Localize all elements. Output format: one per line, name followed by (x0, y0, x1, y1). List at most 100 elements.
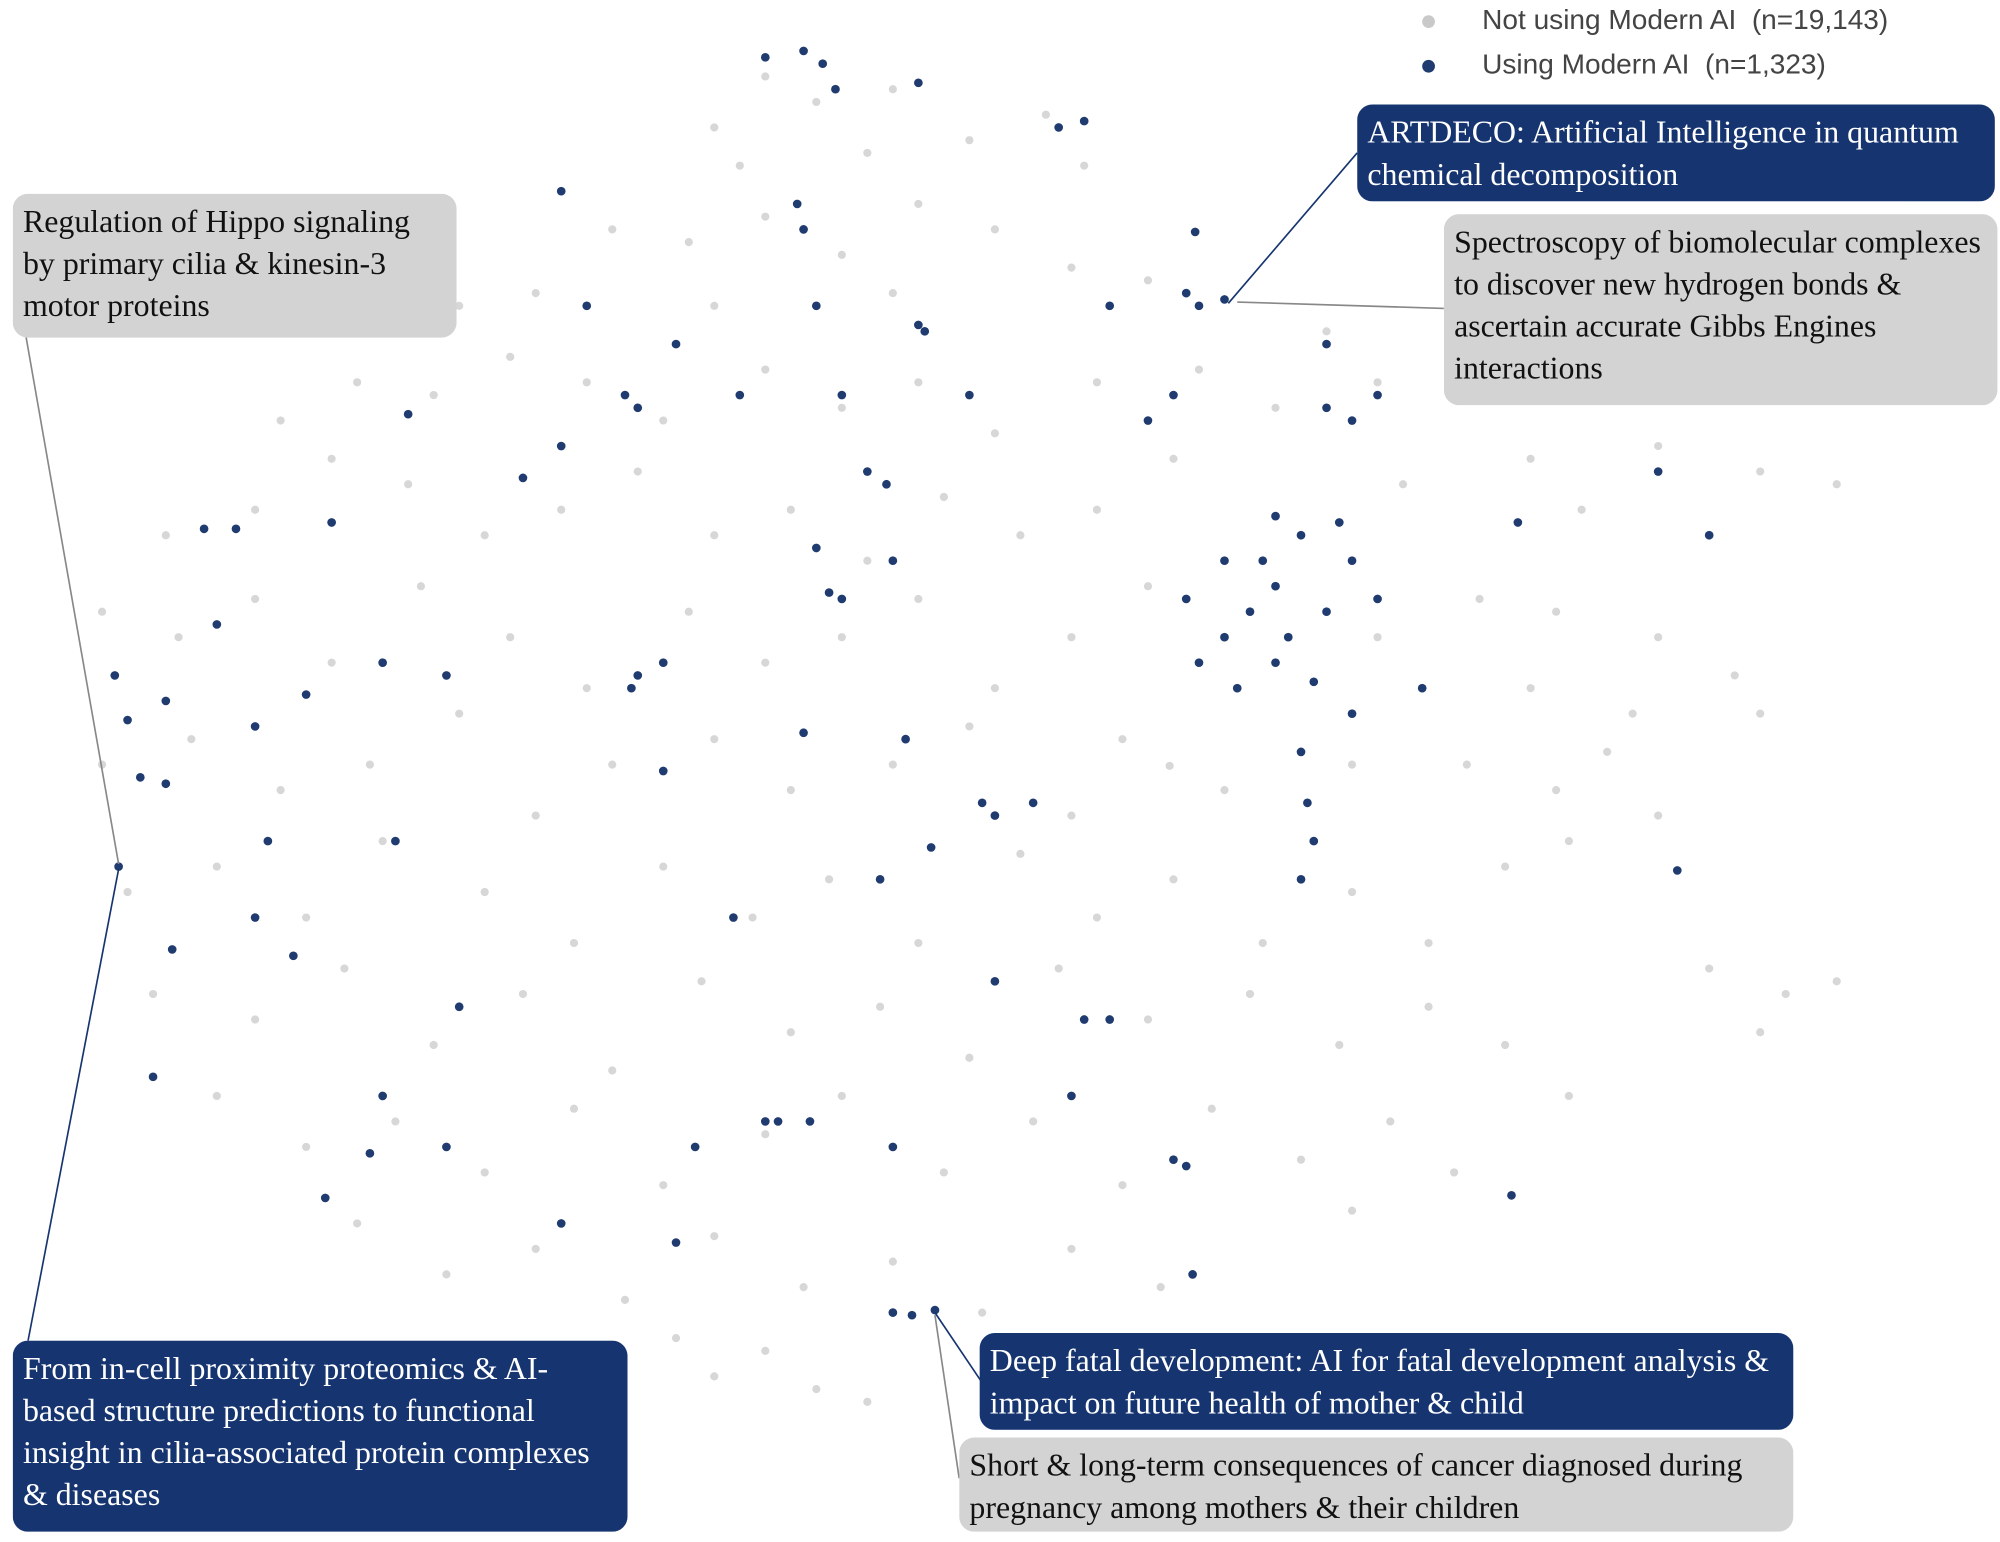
point-blue (250, 722, 260, 731)
point-gray (990, 225, 999, 234)
point-gray (888, 289, 897, 298)
point-gray (557, 505, 566, 514)
point-gray (1067, 633, 1076, 642)
point-gray (1165, 761, 1174, 770)
point-blue (556, 1219, 566, 1228)
point-gray (888, 1257, 897, 1266)
point-gray (327, 454, 336, 463)
point-blue (378, 1091, 387, 1101)
point-gray (1501, 1040, 1510, 1050)
point-gray (1756, 709, 1765, 718)
point-blue (882, 479, 891, 489)
point-blue (1271, 658, 1280, 668)
point-gray (569, 938, 579, 948)
point-gray (1118, 735, 1127, 744)
point-gray (416, 582, 425, 591)
point-blue (1334, 518, 1344, 527)
point-blue (799, 225, 808, 234)
point-gray (786, 786, 795, 795)
point-blue (627, 683, 636, 693)
point-blue (1169, 1155, 1178, 1165)
point-blue (320, 1193, 330, 1203)
point-blue (1283, 632, 1293, 642)
point-blue (1271, 511, 1280, 521)
point-blue (965, 390, 974, 400)
point-blue (914, 78, 923, 88)
point-blue (263, 836, 273, 846)
point-blue (920, 327, 930, 336)
leader-line (934, 1312, 983, 1384)
leader-line (934, 1315, 961, 1479)
leader-line (27, 868, 120, 1341)
point-gray (531, 1244, 540, 1253)
annotation-box: Deep fatal development: AI for fatal dev… (979, 1333, 1794, 1430)
point-blue (1079, 1015, 1089, 1024)
point-blue (799, 46, 808, 56)
point-blue (1054, 123, 1064, 132)
point-gray (1054, 964, 1063, 973)
point-gray (748, 913, 757, 922)
point-gray (1041, 110, 1050, 119)
point-blue (1143, 416, 1153, 425)
point-gray (1156, 1283, 1165, 1292)
point-gray (1296, 1155, 1306, 1164)
point-gray (1654, 811, 1663, 820)
point-gray (761, 1346, 770, 1355)
point-gray (1386, 1117, 1395, 1126)
point-gray (671, 1334, 681, 1343)
point-gray (1092, 913, 1102, 922)
point-gray (965, 136, 974, 145)
point-blue (658, 766, 668, 776)
point-blue (875, 874, 885, 884)
point-gray (378, 837, 387, 846)
point-gray (353, 378, 362, 387)
legend-label: Not using Modern AI (n=19,143) (1482, 4, 1888, 35)
point-blue (1309, 836, 1319, 846)
point-blue (1322, 607, 1331, 617)
point-gray (531, 289, 540, 298)
point-blue (792, 199, 802, 209)
point-gray (1092, 505, 1102, 514)
point-gray (1169, 875, 1178, 884)
point-blue (914, 320, 923, 330)
point-gray (148, 989, 158, 999)
point-gray (1373, 633, 1382, 642)
point-gray (1552, 786, 1561, 795)
point-gray (276, 416, 285, 425)
point-gray (990, 429, 999, 438)
point-blue (901, 734, 910, 744)
point-gray (480, 1168, 489, 1177)
point-gray (1092, 378, 1102, 387)
point-gray (1781, 989, 1790, 999)
leaders (24, 152, 1444, 1479)
point-gray (608, 1066, 617, 1075)
point-blue (1507, 1191, 1516, 1200)
point-gray (174, 633, 183, 642)
point-blue (1105, 1015, 1115, 1024)
point-gray (710, 1372, 719, 1381)
point-blue (1258, 556, 1268, 566)
point-gray (1526, 684, 1535, 693)
point-blue (1028, 798, 1038, 808)
point-blue (1303, 798, 1312, 808)
point-gray (1628, 709, 1637, 718)
point-gray (1398, 480, 1408, 489)
annotation-text: Regulation of Hippo signaling by primary… (12, 193, 457, 338)
point-blue (1188, 1270, 1197, 1279)
annotation-box: ARTDECO: Artificial Intelligence in quan… (1357, 104, 1995, 202)
point-blue (1220, 295, 1229, 304)
point-gray (353, 1219, 362, 1228)
point-gray (1118, 1181, 1127, 1190)
point-blue (1322, 339, 1331, 349)
point-gray (939, 492, 948, 502)
point-gray (888, 85, 897, 94)
point-gray (684, 238, 693, 247)
point-blue (620, 390, 630, 400)
point-blue (1373, 390, 1382, 400)
point-gray (340, 964, 349, 973)
point-gray (429, 1040, 438, 1050)
point-blue (556, 186, 566, 196)
point-gray (506, 633, 515, 642)
point-blue (773, 1117, 783, 1126)
